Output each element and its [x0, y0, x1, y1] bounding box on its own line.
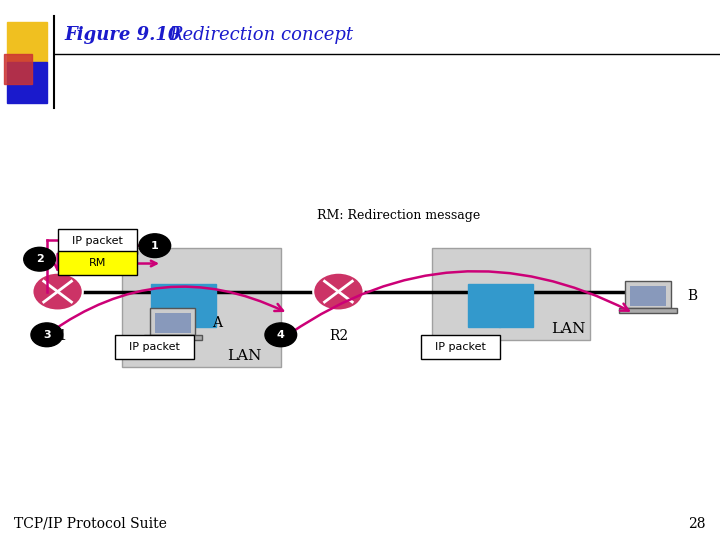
Circle shape [139, 234, 171, 258]
Text: IP packet: IP packet [72, 237, 122, 246]
Bar [630, 286, 666, 306]
Bar [7, 22, 47, 62]
Text: LAN: LAN [228, 349, 262, 363]
Text: A: A [212, 316, 222, 329]
FancyBboxPatch shape [58, 230, 137, 254]
Text: IP packet: IP packet [436, 342, 486, 352]
Bar [7, 62, 47, 103]
Text: 1: 1 [151, 241, 158, 251]
Text: Redirection concept: Redirection concept [169, 26, 354, 44]
Text: 4: 4 [277, 330, 284, 340]
Bar [151, 284, 216, 327]
Text: B: B [688, 289, 698, 302]
FancyArrowPatch shape [290, 271, 629, 333]
Bar [468, 284, 533, 327]
Bar [143, 335, 202, 340]
Text: RM: RM [89, 258, 106, 268]
Bar [619, 308, 677, 313]
Text: RM: Redirection message: RM: Redirection message [317, 210, 480, 222]
Circle shape [31, 323, 63, 347]
Bar [155, 313, 191, 333]
Text: 28: 28 [688, 517, 706, 531]
Circle shape [32, 273, 83, 310]
Bar [150, 308, 196, 335]
Text: LAN: LAN [552, 322, 586, 336]
Text: 2: 2 [36, 254, 43, 264]
Bar [625, 281, 671, 308]
FancyBboxPatch shape [432, 248, 590, 340]
Text: R1: R1 [48, 329, 67, 343]
Circle shape [24, 247, 55, 271]
FancyBboxPatch shape [421, 335, 500, 359]
FancyBboxPatch shape [122, 248, 281, 367]
Text: Figure 9.10: Figure 9.10 [65, 26, 181, 44]
Bar [4, 54, 32, 84]
Circle shape [265, 323, 297, 347]
Text: TCP/IP Protocol Suite: TCP/IP Protocol Suite [14, 517, 167, 531]
FancyBboxPatch shape [58, 251, 137, 275]
Circle shape [313, 273, 364, 310]
FancyArrowPatch shape [49, 287, 283, 333]
FancyBboxPatch shape [115, 335, 194, 359]
Text: R2: R2 [329, 329, 348, 343]
Text: IP packet: IP packet [130, 342, 180, 352]
Text: 3: 3 [43, 330, 50, 340]
